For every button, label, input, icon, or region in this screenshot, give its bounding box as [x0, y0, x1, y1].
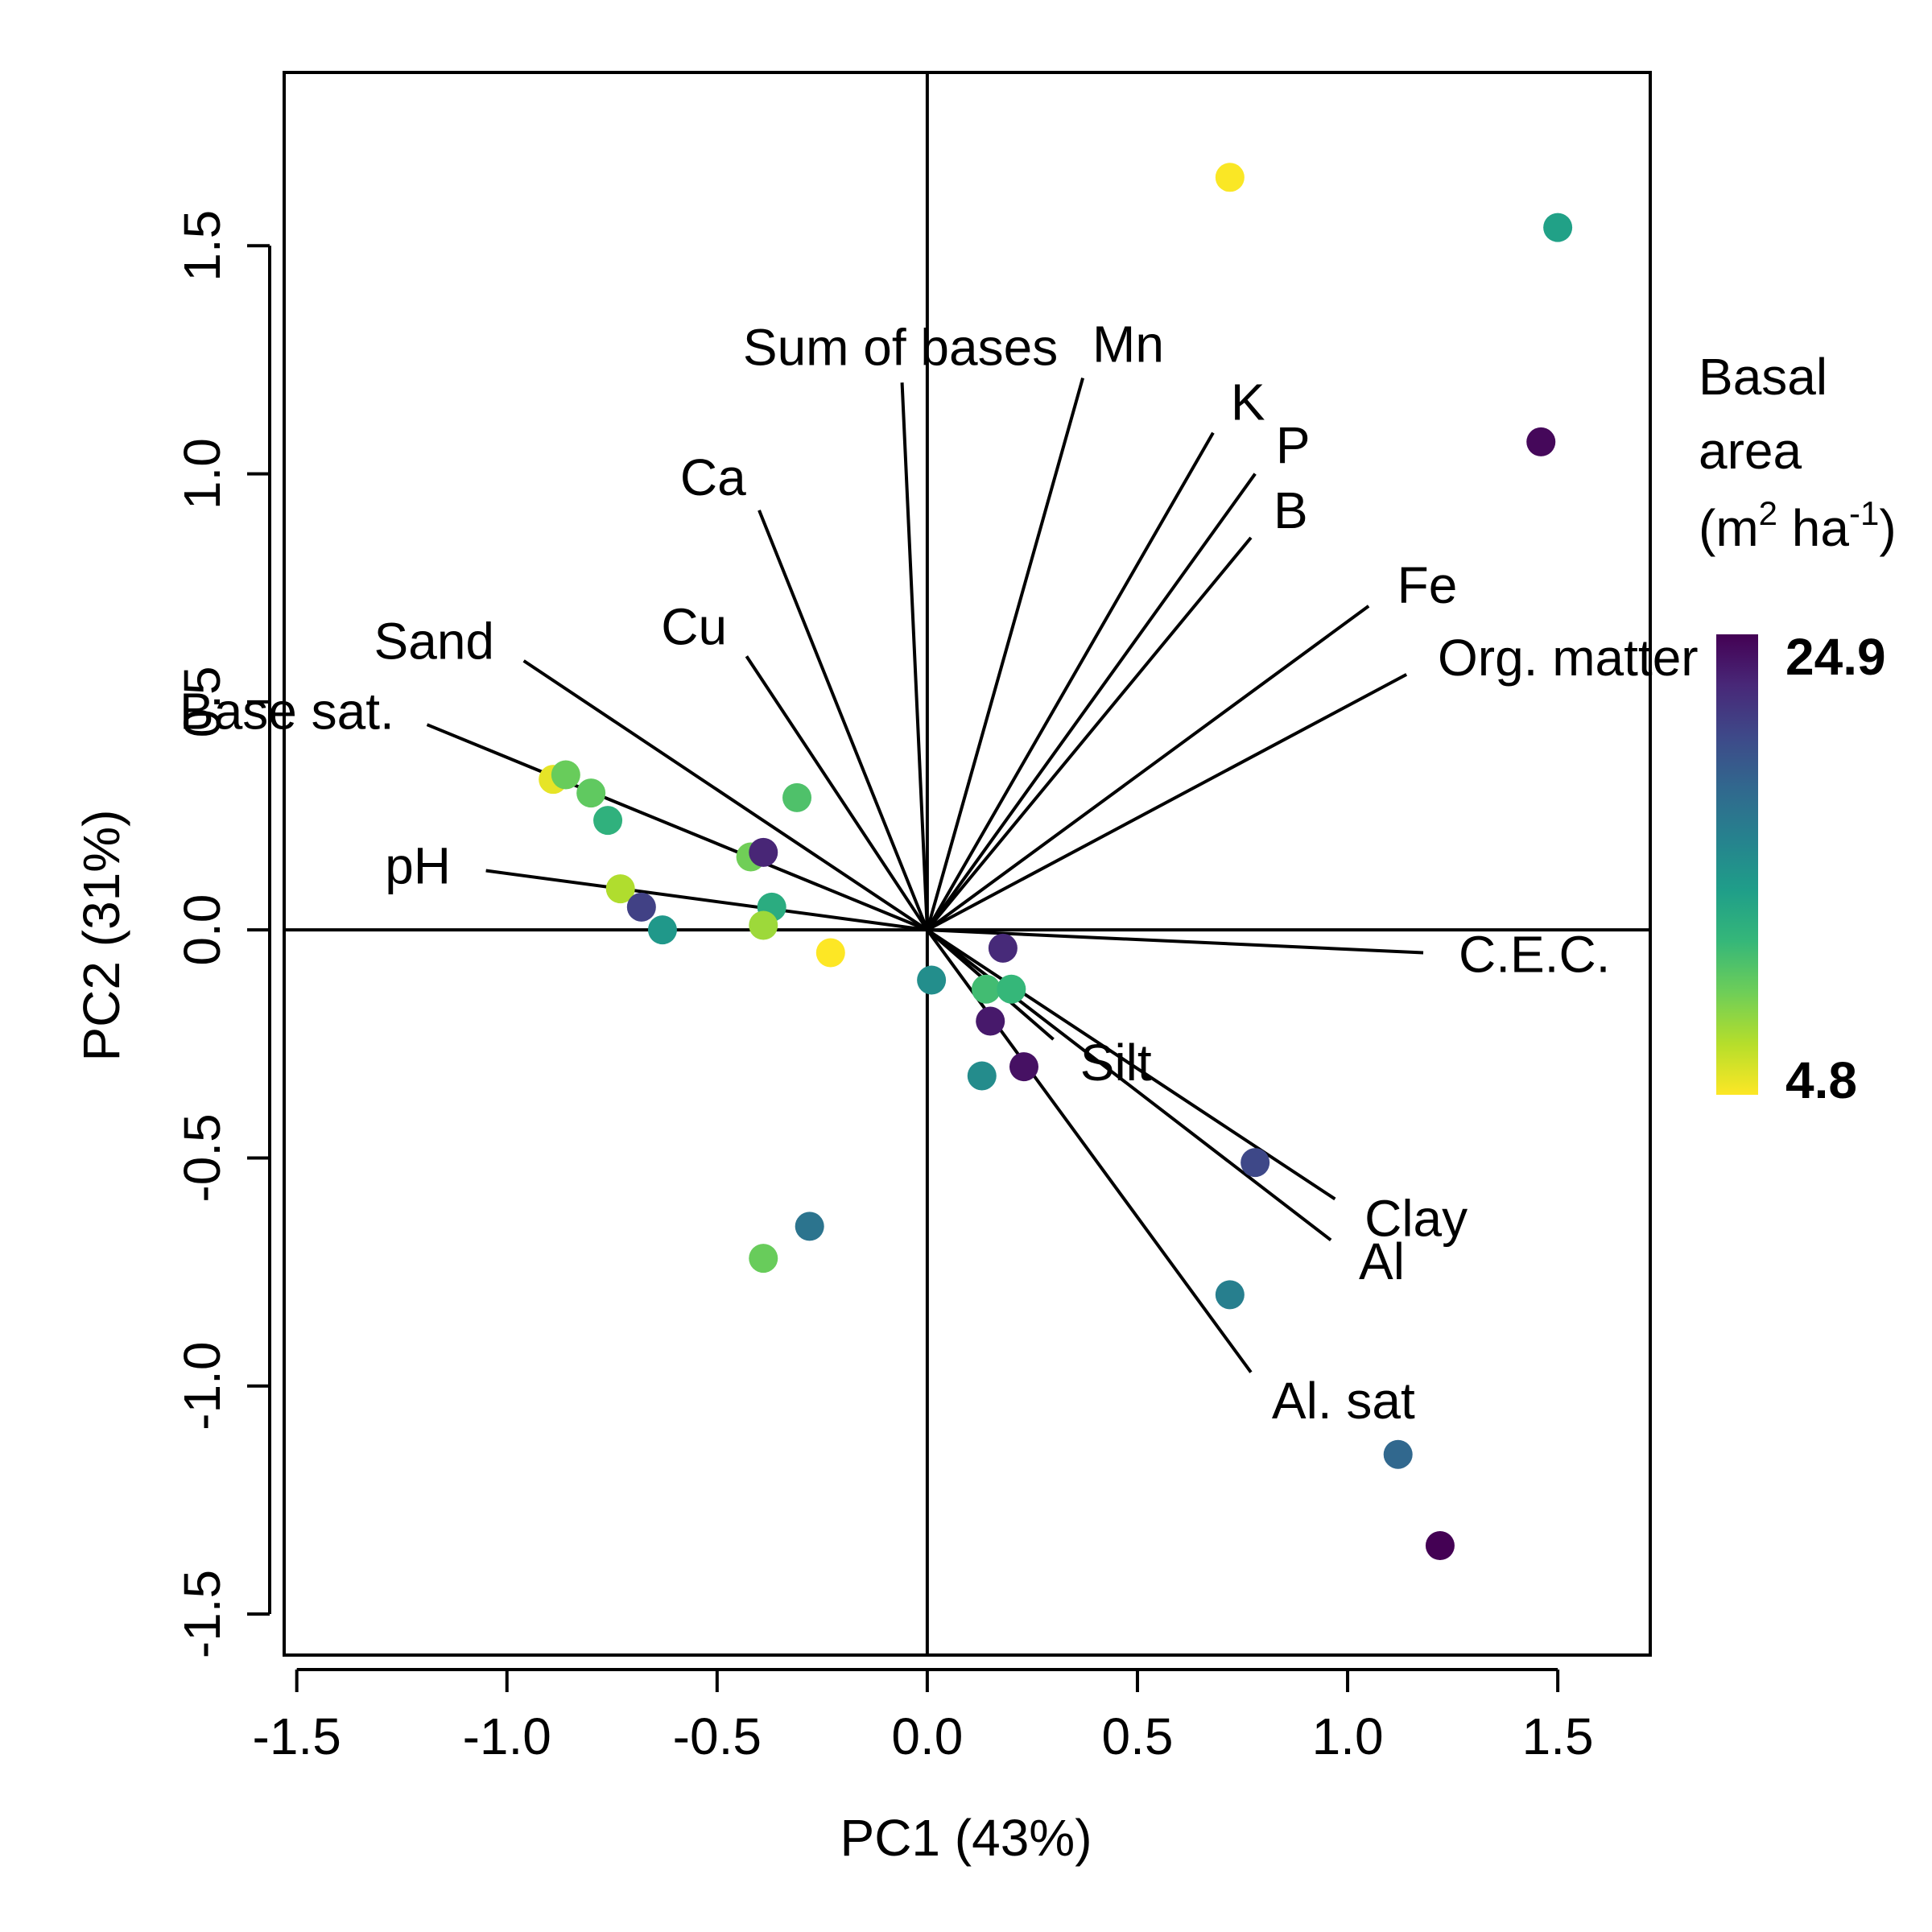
y-tick-label: 0.0	[173, 894, 231, 966]
loading-label: Al	[1359, 1232, 1405, 1290]
x-axis: -1.5 -1.0 -0.5 0.0 0.5 1.0 1.5	[253, 1668, 1594, 1765]
y-axis: -1.5 -1.0 -0.5 0.0 0.5 1.0 1.5	[173, 210, 271, 1658]
data-point	[795, 1212, 824, 1241]
loading-vector	[926, 431, 1215, 931]
loading-label: Al. sat	[1272, 1372, 1415, 1430]
y-axis-title: PC2 (31%)	[72, 810, 130, 1062]
x-tick-label: 0.0	[891, 1707, 963, 1765]
loading-vector	[745, 655, 929, 931]
loading-label: Ca	[680, 448, 746, 506]
loading-vector	[758, 510, 929, 931]
data-point	[1215, 1280, 1245, 1310]
loading-label: Sand	[374, 612, 494, 670]
data-point	[917, 965, 947, 995]
loading-vector	[926, 928, 1336, 1201]
data-point	[782, 782, 812, 812]
y-tick-label: -0.5	[173, 1113, 231, 1202]
loading-label: Cu	[661, 597, 727, 655]
legend-title-line-1: Basal	[1699, 348, 1827, 406]
x-tick-label: -1.5	[253, 1707, 341, 1765]
color-bar	[1716, 634, 1758, 1095]
data-point	[1425, 1531, 1455, 1561]
y-tick-label: 1.0	[173, 438, 231, 510]
loading-label: B	[1274, 481, 1308, 539]
loading-vector	[926, 605, 1370, 931]
data-point	[749, 837, 778, 867]
x-tick-label: -0.5	[673, 1707, 762, 1765]
loading-vector	[426, 723, 928, 932]
data-point	[971, 974, 1001, 1004]
data-point	[749, 1244, 778, 1274]
data-point	[815, 938, 845, 968]
x-tick-label: 1.0	[1312, 1707, 1384, 1765]
plot-frame	[283, 71, 1652, 1657]
loading-label: C.E.C.	[1459, 926, 1610, 984]
data-point	[593, 806, 623, 836]
loading-labels: Sum of bases Mn KPB Fe Org. matter Ca Cu Sand Ba…	[180, 315, 1699, 1430]
loading-vector	[925, 378, 1085, 931]
loading-label: Clay	[1364, 1190, 1468, 1248]
loading-label: K	[1231, 373, 1265, 431]
loading-vector	[900, 382, 929, 931]
loading-vector	[926, 673, 1408, 931]
loading-label: Silt	[1080, 1034, 1152, 1092]
loading-vector	[926, 473, 1257, 931]
x-tick-label: 1.5	[1522, 1707, 1594, 1765]
loading-label: P	[1276, 416, 1311, 474]
data-point	[749, 910, 778, 940]
legend-max-label: 24.9	[1785, 628, 1886, 686]
y-tick-label: -1.5	[173, 1570, 231, 1658]
loading-label: Fe	[1397, 556, 1458, 614]
data-point	[997, 974, 1026, 1004]
legend-min-label: 4.8	[1785, 1051, 1857, 1109]
legend-title-line-2: area	[1699, 422, 1802, 480]
data-point	[976, 1006, 1005, 1036]
data-point	[1241, 1148, 1270, 1178]
loading-vector	[926, 536, 1253, 931]
reference-lines	[284, 72, 1650, 1655]
sample-points	[539, 163, 1573, 1561]
data-point	[576, 778, 606, 808]
data-point	[967, 1061, 997, 1091]
data-point	[1543, 213, 1573, 242]
x-axis-title: PC1 (43%)	[840, 1809, 1092, 1867]
y-tick-label: 0.5	[173, 666, 231, 737]
data-point	[647, 915, 677, 945]
y-tick-label: -1.0	[173, 1342, 231, 1430]
data-point	[1383, 1439, 1413, 1469]
loading-vector	[926, 928, 1253, 1373]
loading-vector	[927, 928, 1424, 955]
loading-vector	[522, 659, 929, 931]
data-point	[1215, 163, 1245, 192]
data-point	[1526, 427, 1556, 456]
x-tick-label: 0.5	[1101, 1707, 1173, 1765]
loading-label: Base sat.	[180, 682, 394, 740]
loading-label: Sum of bases	[743, 318, 1058, 376]
loading-label: Org. matter	[1438, 629, 1699, 687]
loading-label: pH	[385, 837, 451, 895]
data-point	[988, 933, 1018, 963]
data-point	[551, 760, 580, 790]
color-legend: Basal area (m2 ha-1) 24.9 4.8	[1699, 348, 1897, 1109]
loading-vector	[485, 869, 928, 932]
data-point	[1009, 1052, 1038, 1082]
loading-label: Mn	[1092, 315, 1164, 373]
data-point	[626, 892, 656, 922]
loading-vectors	[426, 378, 1424, 1373]
y-tick-label: 1.5	[173, 210, 231, 282]
x-tick-label: -1.0	[463, 1707, 551, 1765]
data-point	[605, 874, 635, 904]
legend-unit: (m2 ha-1)	[1699, 494, 1897, 557]
